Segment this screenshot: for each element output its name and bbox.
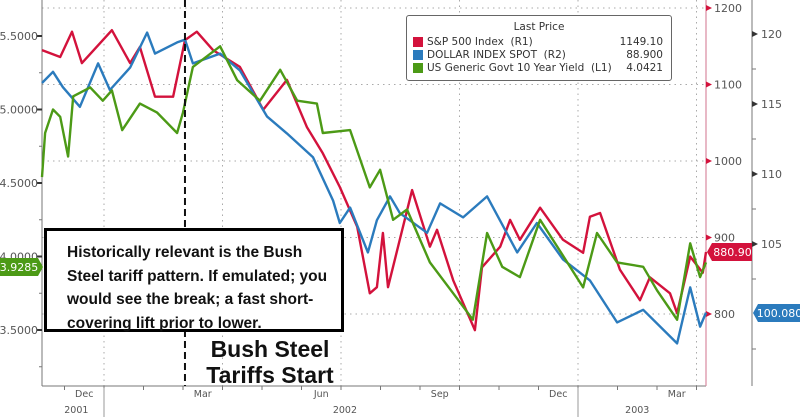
r2-tick (752, 171, 758, 177)
yield-last-tag: 3.9285 (0, 261, 38, 274)
x-tick-label: Mar (668, 389, 686, 400)
legend-axis: (R1) (510, 35, 533, 48)
r1-tick (706, 81, 712, 88)
r1-tick (706, 234, 712, 241)
legend-axis: (R2) (543, 48, 566, 61)
r2-tick-label: 105 (761, 238, 782, 251)
annotation-text: Historically relevant is the Bush Steel … (67, 244, 328, 332)
r1-tick (706, 311, 712, 317)
r2-tick (752, 241, 758, 247)
r2-tick-label: 110 (761, 168, 782, 181)
r1-tick-label: 900 (714, 232, 735, 245)
legend: Last Price S&P 500 Index (R1) 1149.10 DO… (406, 15, 672, 81)
legend-value: 1149.10 (619, 35, 663, 48)
dollar-last-tag: 100.080 (757, 307, 800, 320)
left-tick-label: 5.5000 (0, 30, 38, 43)
event-label-line: Tariffs Start (206, 362, 334, 388)
event-label-line: Bush Steel (210, 336, 330, 362)
event-label: Bush Steel Tariffs Start (196, 336, 344, 388)
legend-entry-dollar: DOLLAR INDEX SPOT (R2) 88.900 (407, 48, 671, 61)
annotation-box: Historically relevant is the Bush Steel … (44, 228, 344, 332)
sp500-last-tag-bg (707, 243, 752, 262)
x-tick-label: Sep (431, 389, 449, 400)
left-tick-label: 5.0000 (0, 104, 38, 117)
legend-entry-sp500: S&P 500 Index (R1) 1149.10 (407, 35, 671, 48)
r2-tick (752, 31, 758, 37)
r1-tick-label: 1200 (714, 2, 742, 15)
legend-value: 88.900 (626, 48, 663, 61)
legend-swatch-red (413, 36, 423, 47)
legend-value: 4.0421 (626, 61, 663, 74)
series-line-r1 (41, 29, 708, 332)
legend-swatch-blue (413, 49, 423, 60)
r2-tick-label: 120 (761, 28, 782, 41)
legend-label: US Generic Govt 10 Year Yield (427, 61, 585, 74)
x-tick-label: Dec (549, 389, 567, 400)
r1-tick-label: 1100 (714, 79, 742, 92)
legend-title: Last Price (513, 21, 565, 33)
sp500-last-tag: 880.90 (713, 246, 752, 259)
x-year-label: 2003 (625, 405, 649, 416)
x-tick-label: Jun (313, 389, 329, 400)
left-tick-label: 3.5000 (0, 324, 38, 337)
legend-swatch-green (413, 62, 423, 73)
r1-tick (706, 5, 712, 11)
yield-last-tag-bg (0, 258, 43, 277)
x-year-label: 2002 (333, 405, 357, 416)
x-tick-label: Dec (75, 389, 93, 400)
legend-label: S&P 500 Index (427, 35, 504, 48)
r1-tick-label: 800 (714, 308, 735, 321)
left-tick-label: 4.5000 (0, 177, 38, 190)
series-line-left (40, 45, 708, 321)
dollar-last-tag-bg (753, 304, 800, 322)
legend-entry-yield: US Generic Govt 10 Year Yield (L1) 4.042… (407, 61, 671, 74)
x-year-label: 2001 (64, 405, 88, 416)
x-tick-label: Mar (194, 389, 212, 400)
r2-tick-label: 115 (761, 98, 782, 111)
legend-label: DOLLAR INDEX SPOT (427, 48, 537, 61)
r1-tick (706, 158, 712, 164)
legend-axis: (L1) (590, 61, 612, 74)
r1-tick-label: 1000 (714, 155, 742, 168)
r2-tick (752, 101, 758, 107)
